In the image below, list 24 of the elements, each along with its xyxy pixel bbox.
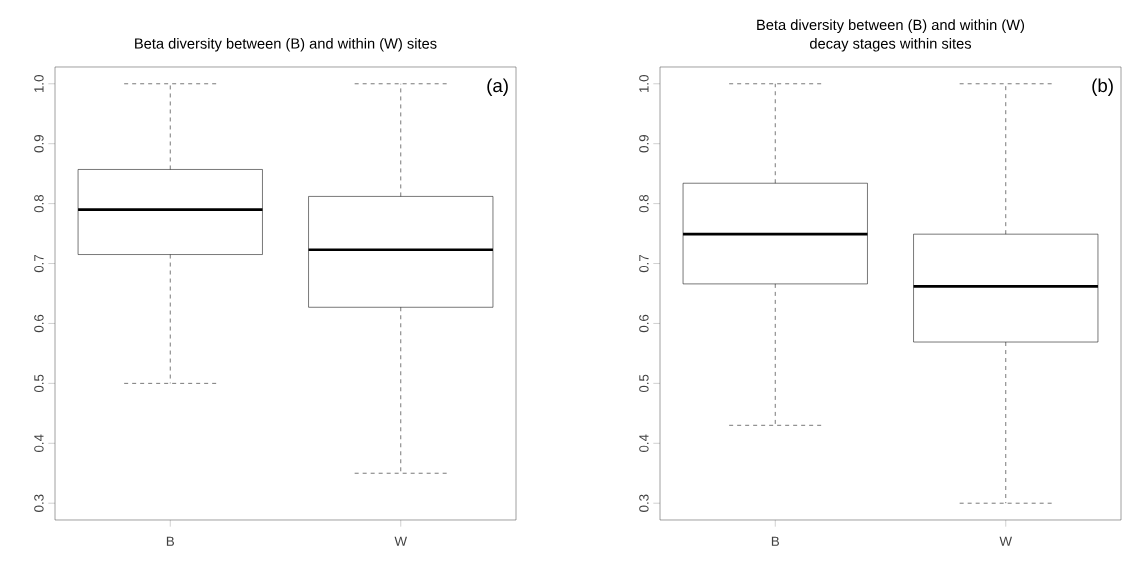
y-tick-label: 0.6	[34, 314, 44, 333]
y-tick-label: 0.4	[34, 434, 44, 453]
x-tick-label: B	[771, 536, 780, 546]
y-tick-label: 0.9	[34, 135, 44, 153]
annotation: (b)	[1092, 78, 1113, 96]
y-tick-label: 0.8	[34, 194, 44, 213]
y-tick-label: 0.8	[639, 194, 649, 213]
y-tick-label: 1.0	[639, 75, 649, 93]
y-tick-label: 0.5	[34, 374, 44, 393]
y-tick-label: 0.7	[639, 254, 649, 273]
y-tick-label: 0.7	[34, 254, 44, 273]
y-tick-label: 0.3	[639, 494, 649, 512]
y-tick-label: 1.0	[34, 75, 44, 93]
y-tick-label: 0.6	[639, 314, 649, 333]
y-tick-label: 0.3	[34, 494, 44, 512]
chart-title: Beta diversity between (B) and within (W) sites	[135, 37, 437, 52]
y-tick-label: 0.4	[639, 434, 649, 453]
x-tick-label: B	[166, 536, 175, 546]
x-tick-label: W	[394, 536, 408, 546]
y-tick-label: 0.5	[639, 374, 649, 393]
annotation: (a)	[487, 78, 508, 96]
chart-title: Beta diversity between (B) and within (W) decay stages within sites	[757, 19, 1025, 52]
x-tick-label: W	[999, 536, 1013, 546]
y-tick-label: 0.9	[639, 135, 649, 153]
